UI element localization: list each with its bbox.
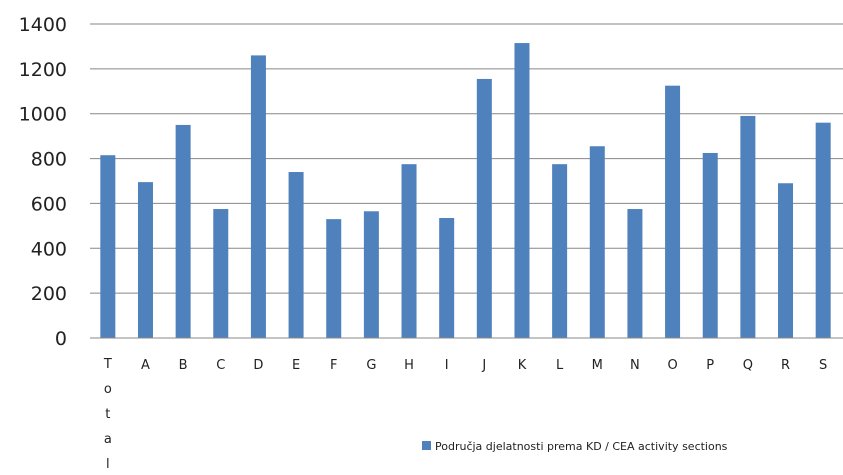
y-tick-label: 0	[55, 328, 67, 350]
bar-o	[665, 86, 680, 338]
x-tick-label: R	[781, 358, 790, 373]
y-tick-label: 1000	[19, 104, 67, 126]
y-tick-label: 200	[31, 283, 67, 305]
y-axis-ticks: 0 200 400 600 800 1000 1200 1400	[19, 14, 67, 350]
y-tick-label: 1200	[19, 59, 67, 81]
y-tick-label: 1400	[19, 14, 67, 36]
x-tick-label: Q	[743, 358, 753, 373]
bar-p	[703, 153, 718, 338]
bar-r	[778, 183, 793, 338]
bar-g	[364, 211, 379, 338]
x-tick-label: J	[481, 358, 486, 373]
bar-h	[402, 164, 417, 338]
bar-s	[816, 123, 831, 338]
bar-b	[176, 125, 191, 338]
bar-n	[627, 209, 642, 338]
x-tick-label: A	[141, 358, 150, 373]
x-tick-label: I	[445, 358, 449, 373]
y-tick-label: 600	[31, 193, 67, 215]
x-tick-label: N	[630, 358, 640, 373]
bar-e	[289, 172, 304, 338]
bar-l	[552, 164, 567, 338]
x-tick-label: K	[518, 358, 527, 373]
x-tick-label: C	[216, 358, 225, 373]
bar-j	[477, 79, 492, 338]
x-tick-label: M	[592, 358, 603, 373]
bar-k	[514, 43, 529, 338]
bar-a	[138, 182, 153, 338]
x-tick-label: O	[667, 358, 677, 373]
bar-f	[326, 219, 341, 338]
x-tick-label: F	[330, 358, 337, 373]
legend: Područja djelatnosti prema KD / CEA acti…	[422, 440, 728, 453]
x-tick-label: L	[556, 358, 564, 373]
x-tick-label: H	[404, 358, 414, 373]
legend-swatch	[422, 441, 431, 450]
bar-d	[251, 55, 266, 338]
x-tick-label: S	[819, 358, 827, 373]
y-tick-label: 800	[31, 149, 67, 171]
bar-series	[100, 43, 830, 338]
x-tick-label: G	[366, 358, 376, 373]
legend-label: Područja djelatnosti prema KD / CEA acti…	[435, 440, 728, 453]
bar-i	[439, 218, 454, 338]
bar-q	[740, 116, 755, 338]
x-tick-label: E	[292, 358, 300, 373]
bar-total	[100, 155, 115, 338]
x-tick-label: D	[253, 358, 263, 373]
bar-m	[590, 146, 605, 338]
x-tick-label: B	[179, 358, 188, 373]
x-tick-label: P	[706, 358, 714, 373]
bar-c	[213, 209, 228, 338]
y-tick-label: 400	[31, 238, 67, 260]
gridlines	[90, 24, 843, 293]
